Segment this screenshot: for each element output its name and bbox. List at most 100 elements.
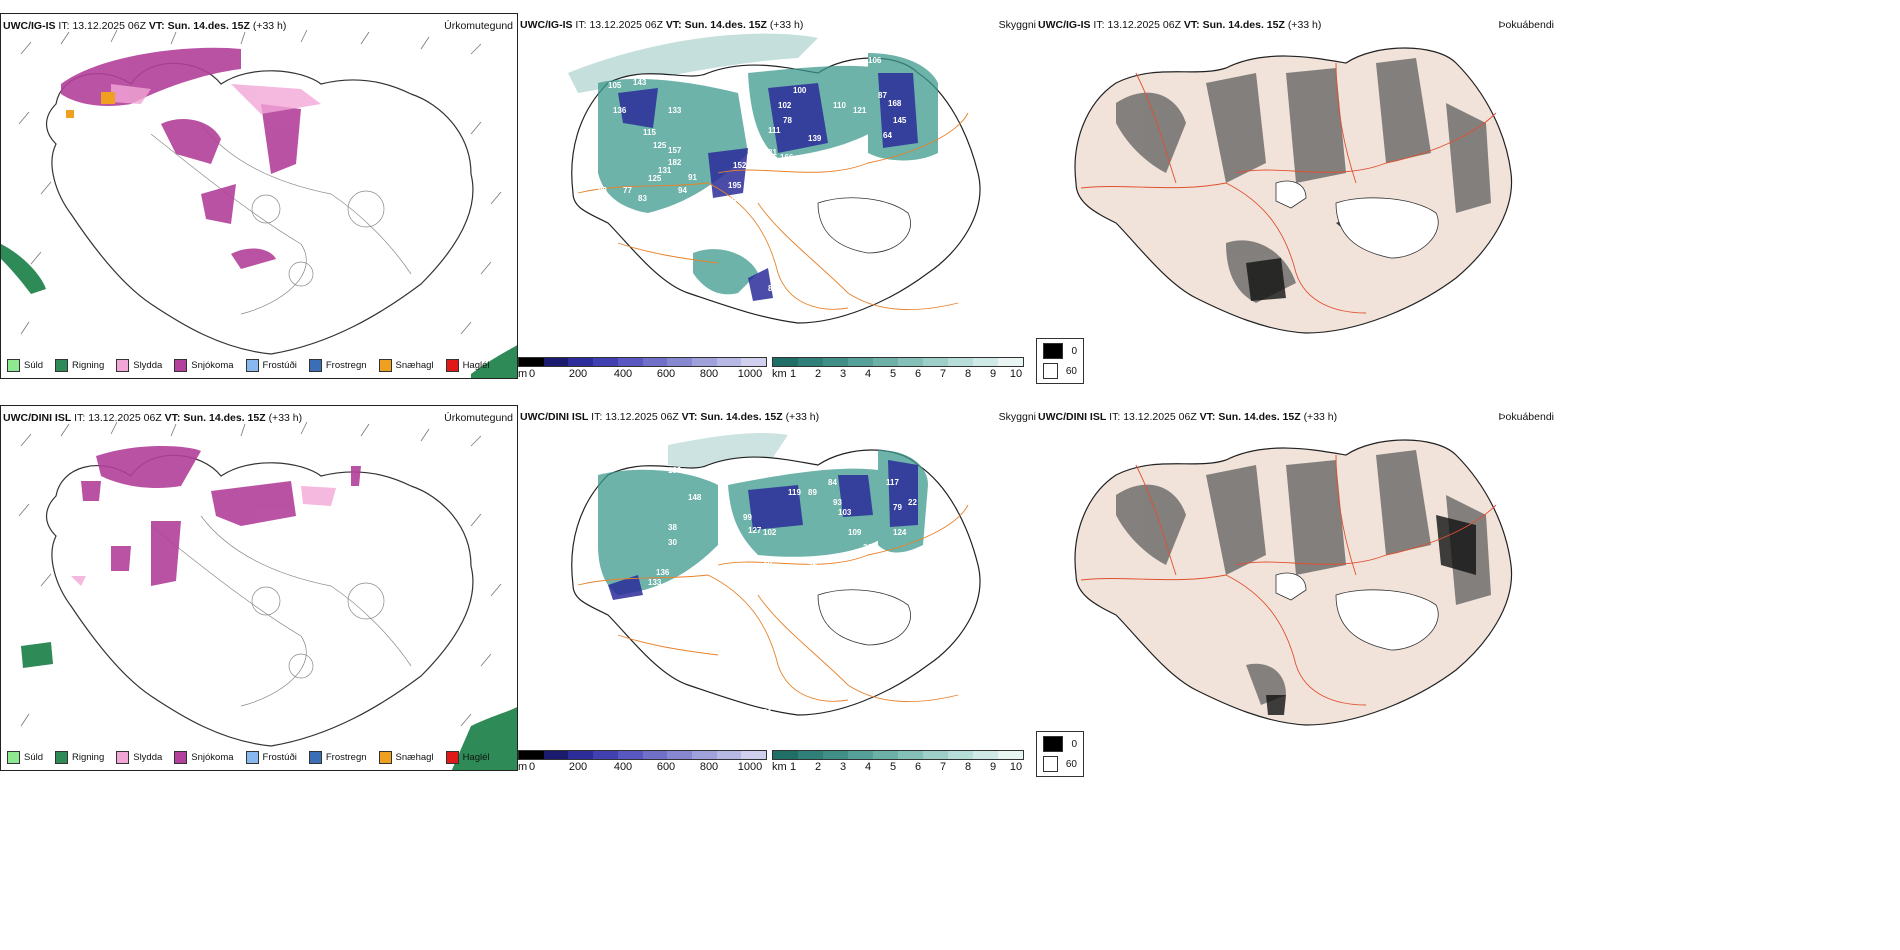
precip-type-panel-top: UWC/IG-IS IT: 13.12.2025 06Z VT: Sun. 14… <box>0 13 518 379</box>
ceiling-value-label: 87 <box>878 91 887 100</box>
ceiling-value-label: 133 <box>668 106 682 115</box>
fog-legend-top: 0 60 <box>1036 338 1084 384</box>
ceiling-value-label: 103 <box>838 508 852 517</box>
legend-item: Slydda <box>116 751 162 764</box>
iceland-map-precip-bottom <box>18 421 517 770</box>
colorbar-tick: 7 <box>939 368 947 380</box>
ceiling-value-label: 124 <box>893 528 907 537</box>
precip-legend: Súld Rigning Slydda Snjókoma Frostúði Fr… <box>7 751 490 764</box>
panel-header: UWC/IG-IS IT: 13.12.2025 06Z VT: Sun. 14… <box>520 19 804 31</box>
visibility-panel-bottom: 139 199 148 38 30 136 133 28 99 127 102 74 76 20 119 89… <box>518 405 1036 771</box>
ceiling-colorbar-scale <box>518 750 767 760</box>
visibility-colorbar-top: km 1 2 3 4 5 6 7 8 9 10 <box>772 357 1024 380</box>
legend-swatch <box>378 359 392 372</box>
ceiling-value-label: 115 <box>643 128 656 137</box>
precip-type-panel-bottom: UWC/DINI ISL IT: 13.12.2025 06Z VT: Sun.… <box>0 405 518 771</box>
ceiling-value-label: 154 <box>683 239 697 248</box>
ceiling-value-label: 78 <box>783 116 792 125</box>
panel-title: Þokuábendi <box>1498 411 1554 423</box>
ceiling-value-label: 199 <box>668 466 682 475</box>
ceiling-value-label: 84 <box>828 478 837 487</box>
ceiling-value-label: 106 <box>868 56 882 65</box>
legend-swatch <box>378 751 392 764</box>
legend-swatch <box>7 751 20 764</box>
colorbar-tick: 7 <box>939 761 947 773</box>
ceiling-value-label: 146 <box>748 171 762 180</box>
colorbar-tick: 600 <box>656 368 676 380</box>
ceiling-value-label: 182 <box>668 158 682 167</box>
legend-swatch <box>245 751 259 764</box>
ceiling-value-label: 139 <box>808 134 822 143</box>
panel-title: Skyggni <box>998 19 1036 31</box>
legend-swatch <box>7 359 20 372</box>
ceiling-value-label: 111 <box>768 126 781 135</box>
ceiling-value-label: 131 <box>658 166 672 175</box>
ceiling-value-label: 157 <box>668 146 682 155</box>
colorbar-tick: 5 <box>889 368 897 380</box>
colorbar-tick: 200 <box>568 368 588 380</box>
ceiling-value-label: 38 <box>668 523 677 532</box>
fog-legend-swatch <box>1043 363 1058 379</box>
ceiling-value-label: 109 <box>848 528 862 537</box>
ceiling-value-label: 89 <box>808 488 817 497</box>
ceiling-value-label: 152 <box>733 161 747 170</box>
ceiling-value-label: 145 <box>893 116 907 125</box>
ceiling-value-label: 119 <box>788 488 801 497</box>
colorbar-tick: 3 <box>839 761 847 773</box>
visibility-colorbar-bottom: km 1 2 3 4 5 6 7 8 9 10 <box>772 750 1024 773</box>
ceiling-value-label: 100 <box>793 86 807 95</box>
colorbar-tick: 8 <box>964 368 972 380</box>
ceiling-value-label: 313 <box>748 171 762 180</box>
ceiling-value-label: 93 <box>833 498 842 507</box>
colorbar-tick: 800 <box>699 368 719 380</box>
fog-legend-item: 0 <box>1043 736 1077 752</box>
ceiling-value-label: 94 <box>678 186 687 195</box>
visibility-panel-top: 105 143 136 133 115 125 157 182 131 125 94 91 88 77 83… <box>518 13 1036 379</box>
ceiling-value-label: 110 <box>833 101 846 110</box>
colorbar-tick: 6 <box>914 761 922 773</box>
ceiling-value-label: 121 <box>853 106 867 115</box>
colorbar-tick: 10 <box>1009 368 1023 380</box>
ceiling-value-label: 79 <box>893 503 902 512</box>
panel-title: Þokuábendi <box>1498 19 1554 31</box>
legend-item: Súld <box>7 359 43 372</box>
ceiling-value-label: 77 <box>623 186 632 195</box>
colorbar-unit: km <box>772 761 787 773</box>
ceiling-value-label: 88 <box>598 186 607 195</box>
ceiling-value-label: 127 <box>748 526 762 535</box>
colorbar-tick: 0 <box>528 761 536 773</box>
legend-item: Haglél <box>445 751 490 764</box>
ceiling-value-label: 125 <box>653 141 667 150</box>
ceiling-value-label: 99 <box>743 513 752 522</box>
legend-item: Snjókoma <box>174 359 234 372</box>
ceiling-value-label: 83 <box>638 194 647 203</box>
colorbar-tick: 5 <box>889 761 897 773</box>
legend-swatch <box>445 359 459 372</box>
ceiling-value-label: 91 <box>688 173 697 182</box>
iceland-map-fog-top <box>1074 47 1513 334</box>
colorbar-tick: 800 <box>699 761 719 773</box>
ceiling-value-label: 117 <box>886 478 899 487</box>
legend-swatch <box>116 359 130 372</box>
ceiling-value-label: 166 <box>780 153 794 162</box>
ceiling-value-label: 31 <box>863 543 872 552</box>
panel-title: Skyggni <box>998 411 1036 423</box>
colorbar-tick: 1 <box>789 761 797 773</box>
legend-swatch <box>55 751 69 764</box>
ceiling-value-label: 102 <box>778 101 792 110</box>
ceiling-value-label: 102 <box>763 528 777 537</box>
ceiling-value-label: 139 <box>638 458 652 467</box>
ceiling-value-label: 61 <box>783 271 792 280</box>
colorbar-tick: 6 <box>914 368 922 380</box>
colorbar-tick: 1 <box>789 368 797 380</box>
ceiling-value-label: 64 <box>883 131 892 140</box>
legend-item: Rigning <box>55 751 104 764</box>
ceiling-value-label: 81 <box>768 148 777 157</box>
fog-legend-swatch <box>1043 343 1064 359</box>
colorbar-tick: 4 <box>864 761 872 773</box>
legend-swatch <box>308 359 322 372</box>
panel-header: UWC/IG-IS IT: 13.12.2025 06Z VT: Sun. 14… <box>3 20 287 32</box>
legend-item: Haglél <box>445 359 490 372</box>
